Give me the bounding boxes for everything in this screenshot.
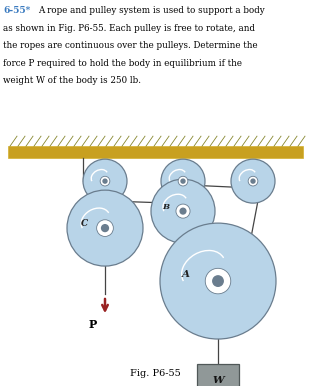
Bar (101, 166, 109, 196)
Circle shape (103, 179, 107, 183)
Text: A: A (182, 269, 190, 279)
Circle shape (178, 176, 188, 186)
Circle shape (176, 204, 190, 218)
Circle shape (213, 276, 223, 286)
Text: B: B (162, 203, 169, 211)
Circle shape (231, 159, 275, 203)
Bar (179, 166, 187, 196)
Bar (211, 234, 225, 328)
Text: P: P (89, 319, 97, 330)
Circle shape (205, 268, 231, 294)
Circle shape (83, 159, 127, 203)
Bar (197, 364, 239, 386)
Circle shape (248, 176, 258, 186)
Circle shape (251, 179, 255, 183)
Text: 6-55*: 6-55* (3, 6, 30, 15)
Bar (8, 146, 303, 158)
Circle shape (67, 190, 143, 266)
Bar (100, 201, 110, 256)
Circle shape (160, 223, 276, 339)
Circle shape (100, 176, 110, 186)
Circle shape (181, 179, 185, 183)
Circle shape (151, 179, 215, 243)
Text: Fig. P6-55: Fig. P6-55 (130, 369, 180, 378)
Text: A rope and pulley system is used to support a body: A rope and pulley system is used to supp… (38, 6, 265, 15)
Bar (179, 187, 188, 235)
Circle shape (161, 159, 205, 203)
Text: W: W (212, 376, 224, 384)
Circle shape (97, 220, 114, 237)
Text: as shown in Fig. P6-55. Each pulley is free to rotate, and: as shown in Fig. P6-55. Each pulley is f… (3, 24, 255, 32)
Bar (249, 166, 257, 196)
Circle shape (102, 225, 109, 232)
Text: C: C (81, 219, 88, 228)
Text: force P required to hold the body in equilibrium if the: force P required to hold the body in equ… (3, 59, 242, 68)
Circle shape (180, 208, 186, 214)
Text: weight W of the body is 250 lb.: weight W of the body is 250 lb. (3, 76, 141, 85)
Text: the ropes are continuous over the pulleys. Determine the: the ropes are continuous over the pulley… (3, 41, 258, 50)
